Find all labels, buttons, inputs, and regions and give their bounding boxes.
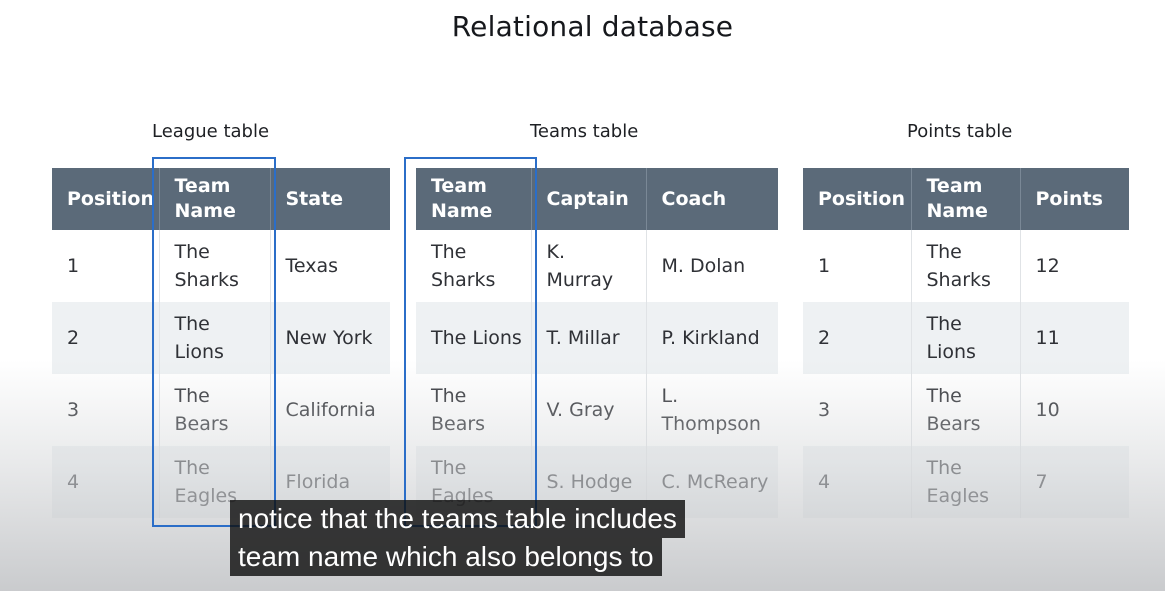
table-cell: 11	[1020, 302, 1129, 374]
table-cell: V. Gray	[531, 374, 647, 446]
table-cell: The Sharks	[159, 230, 271, 302]
table-row: 2 The Lions 11	[803, 302, 1129, 374]
column-header: Position	[52, 168, 160, 230]
column-header: Position	[803, 168, 912, 230]
table-cell: L. Thompson	[646, 374, 778, 446]
table-header-row: Position Team Name Points	[803, 168, 1129, 230]
table-cell: M. Dolan	[646, 230, 778, 302]
subtitle-line: notice that the teams table includes	[230, 500, 685, 538]
column-header: State	[270, 168, 390, 230]
table-cell: 1	[52, 230, 160, 302]
column-header: Points	[1020, 168, 1129, 230]
table-cell: The Lions	[911, 302, 1021, 374]
table-row: 3 The Bears 10	[803, 374, 1129, 446]
table-cell: 2	[52, 302, 160, 374]
table-cell: The Eagles	[911, 446, 1021, 518]
table-cell: 1	[803, 230, 912, 302]
table-cell: 4	[803, 446, 912, 518]
video-subtitle: notice that the teams table includes tea…	[230, 500, 685, 576]
table-row: 1 The Sharks Texas	[52, 230, 390, 302]
table-cell: 2	[803, 302, 912, 374]
table-cell: 3	[803, 374, 912, 446]
table-cell: California	[270, 374, 390, 446]
points-table: Position Team Name Points 1 The Sharks 1…	[803, 168, 1129, 518]
column-header: Captain	[531, 168, 647, 230]
teams-team-name-highlight	[404, 157, 537, 527]
table-cell: 12	[1020, 230, 1129, 302]
table-cell: 3	[52, 374, 160, 446]
table-cell: P. Kirkland	[646, 302, 778, 374]
table-cell: 7	[1020, 446, 1129, 518]
table-cell: Texas	[270, 230, 390, 302]
teams-table-caption: Teams table	[530, 121, 639, 142]
slide-title: Relational database	[451, 10, 734, 43]
table-header-row: Position Team Name State	[52, 168, 390, 230]
column-header: Team Name	[416, 168, 532, 230]
table-cell: 4	[52, 446, 160, 518]
table-header-row: Team Name Captain Coach	[416, 168, 778, 230]
table-row: The Sharks K. Murray M. Dolan	[416, 230, 778, 302]
column-header: Team Name	[911, 168, 1021, 230]
points-table-caption: Points table	[907, 121, 1013, 142]
column-header: Team Name	[159, 168, 271, 230]
table-cell: K. Murray	[531, 230, 647, 302]
table-cell: The Sharks	[416, 230, 532, 302]
column-header: Coach	[646, 168, 778, 230]
table-row: 4 The Eagles 7	[803, 446, 1129, 518]
table-cell: The Bears	[911, 374, 1021, 446]
table-cell: T. Millar	[531, 302, 647, 374]
league-table-caption: League table	[152, 121, 270, 142]
subtitle-line: team name which also belongs to	[230, 538, 662, 576]
table-row: 1 The Sharks 12	[803, 230, 1129, 302]
table-cell: 10	[1020, 374, 1129, 446]
table-cell: The Sharks	[911, 230, 1021, 302]
table-cell: New York	[270, 302, 390, 374]
league-team-name-highlight	[152, 157, 276, 527]
